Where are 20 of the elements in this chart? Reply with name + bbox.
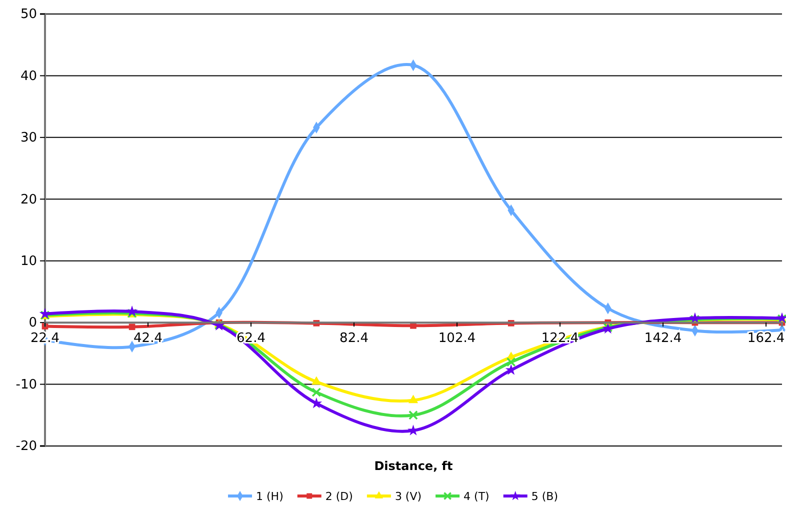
y-tick-label: 40 — [20, 68, 37, 84]
x-tick-label: 142.4 — [644, 330, 682, 346]
legend-label: 2 (D) — [325, 490, 353, 503]
x-tick-label: 122.4 — [541, 330, 579, 346]
y-tick-label: 30 — [20, 130, 37, 146]
x-tick-label: 102.4 — [438, 330, 476, 346]
x-tick-label: 162.4 — [747, 330, 785, 346]
x-tick-label: 82.4 — [340, 330, 368, 346]
y-tick-label: 20 — [20, 192, 37, 208]
legend-label: 3 (V) — [394, 490, 422, 503]
y-tick-label: -10 — [16, 377, 37, 392]
x-tick-label: 42.4 — [134, 330, 162, 346]
legend-label: 4 (T) — [464, 490, 490, 503]
y-tick-label: 50 — [20, 7, 37, 22]
y-tick-label: 0 — [28, 316, 37, 331]
y-tick-label: -20 — [16, 439, 37, 454]
legend-label: 5 (B) — [531, 490, 558, 503]
legend-label: 1 (H) — [256, 490, 284, 503]
y-tick-label: 10 — [20, 254, 37, 270]
x-axis-title: Distance, ft — [374, 459, 454, 473]
